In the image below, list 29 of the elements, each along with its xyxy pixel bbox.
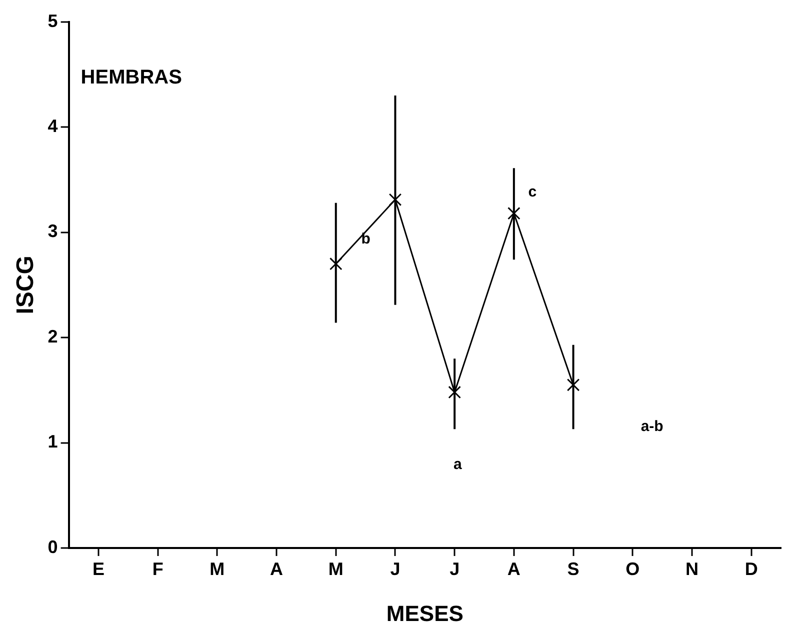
annotation: a xyxy=(453,456,462,473)
x-tick-label: D xyxy=(744,558,758,579)
point xyxy=(508,206,520,220)
y-tick-label: 1 xyxy=(48,432,58,452)
text: HEMBRAS xyxy=(80,66,182,88)
x-tick-label: J xyxy=(390,558,400,579)
point xyxy=(448,386,461,399)
annotation: c xyxy=(528,183,537,200)
x-tick-label: S xyxy=(567,558,580,579)
y-tick-label: 4 xyxy=(48,116,58,136)
point xyxy=(388,193,402,206)
x-tick-label: O xyxy=(626,558,640,579)
x-tick-label: F xyxy=(152,558,164,579)
x-tick-label: A xyxy=(270,558,284,579)
x-tick-label: J xyxy=(450,558,460,579)
x-tick-label: E xyxy=(92,558,104,579)
y-axis-title: ISCG xyxy=(12,256,40,314)
x-tick-label: M xyxy=(328,558,344,579)
y-tick-label: 3 xyxy=(48,221,58,242)
y-tick-label: 0 xyxy=(48,536,58,557)
x-tick-label: A xyxy=(507,558,520,579)
x-tick-label: M xyxy=(210,558,225,579)
x-tick-label: N xyxy=(685,558,698,579)
y-tick-label: 2 xyxy=(48,326,58,346)
x-axis-title: MESES xyxy=(386,600,464,626)
point xyxy=(329,257,342,270)
y-tick-label: 5 xyxy=(48,10,58,31)
annotation: a-b xyxy=(640,418,664,436)
point xyxy=(566,378,580,392)
